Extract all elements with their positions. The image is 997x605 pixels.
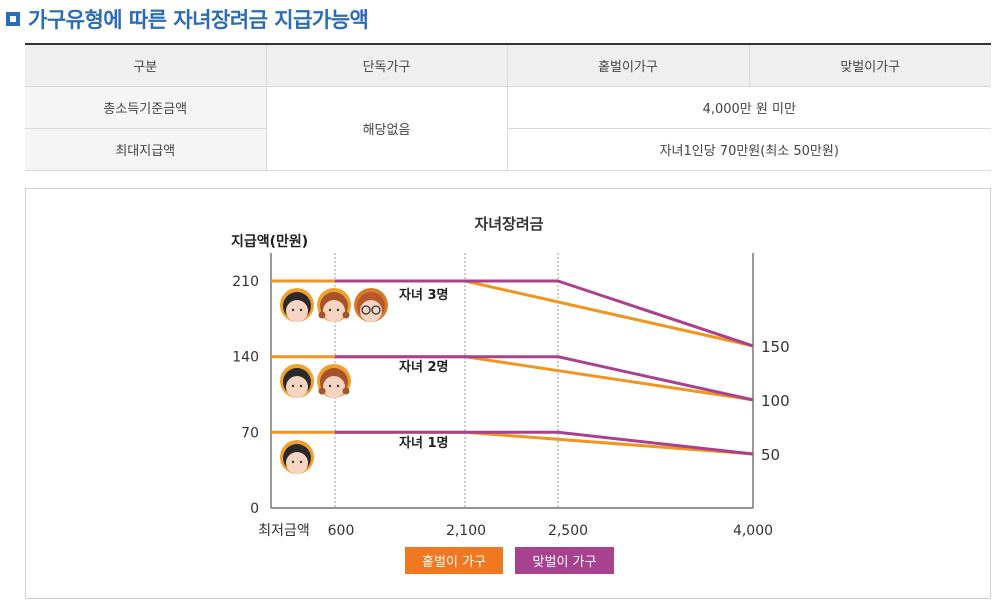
page-title: 가구유형에 따른 자녀장려금 지급가능액 [28,8,369,32]
boy-glasses-face-icon [354,288,388,322]
series-line [335,355,754,402]
table-header-row: 구분 단독가구 홑벌이가구 맞벌이가구 [25,43,991,87]
section-header: 가구유형에 따른 자녀장려금 지급가능액 [6,2,369,36]
square-bullet-icon [6,12,20,26]
y-tick-label: 140 [232,350,259,366]
girl-face-icon [317,364,351,398]
table-cell: 4,000만 원 미만 [506,86,991,129]
x-tick-label: 4,000 [733,523,773,539]
x-tick-label: 최저금액 [258,523,310,539]
series-line [271,430,754,456]
table-row: 최대지급액 자녀1인당 70만원(최소 50만원) [25,128,991,171]
boy-face-icon [280,364,314,398]
table-header-cell: 맞벌이가구 [748,43,991,87]
right-value-label: 50 [761,446,780,464]
row-label: 최대지급액 [25,128,267,171]
group-label: 자녀 1명 [399,435,448,451]
y-tick-label: 0 [250,501,259,517]
x-tick-label: 600 [328,523,355,539]
x-tick-label: 2,100 [446,523,486,539]
y-tick-label: 70 [241,425,259,441]
legend-swatch [515,547,614,574]
info-table: 구분 단독가구 홑벌이가구 맞벌이가구 총소득기준금액 해당없음 4,000만 … [25,43,991,171]
right-value-label: 100 [761,392,790,410]
boy-face-icon [280,288,314,322]
y-axis-label: 지급액(만원) [231,233,308,250]
series-line [335,430,754,456]
table-header-cell: 단독가구 [265,43,507,87]
x-tick-label: 2,500 [548,523,588,539]
table-cell: 자녀1인당 70만원(최소 50만원) [506,128,991,171]
series-line [335,279,754,348]
group-label: 자녀 2명 [399,359,448,375]
table-header-cell: 홑벌이가구 [506,43,749,87]
girl-face-icon [317,288,351,322]
group-label: 자녀 3명 [399,287,448,303]
right-value-label: 150 [761,338,790,356]
legend-label: 맞벌이 가구 [533,555,597,570]
legend-swatch [405,547,503,574]
chart-title: 자녀장려금 [474,215,543,233]
legend-label: 홑벌이 가구 [422,555,486,570]
table-header-cell: 구분 [25,43,266,87]
single-household-cell: 해당없음 [266,86,507,171]
row-label: 총소득기준금액 [25,86,267,129]
y-tick-label: 210 [232,274,259,290]
table-row: 총소득기준금액 해당없음 4,000만 원 미만 [25,86,991,171]
boy-face-icon [280,440,314,474]
